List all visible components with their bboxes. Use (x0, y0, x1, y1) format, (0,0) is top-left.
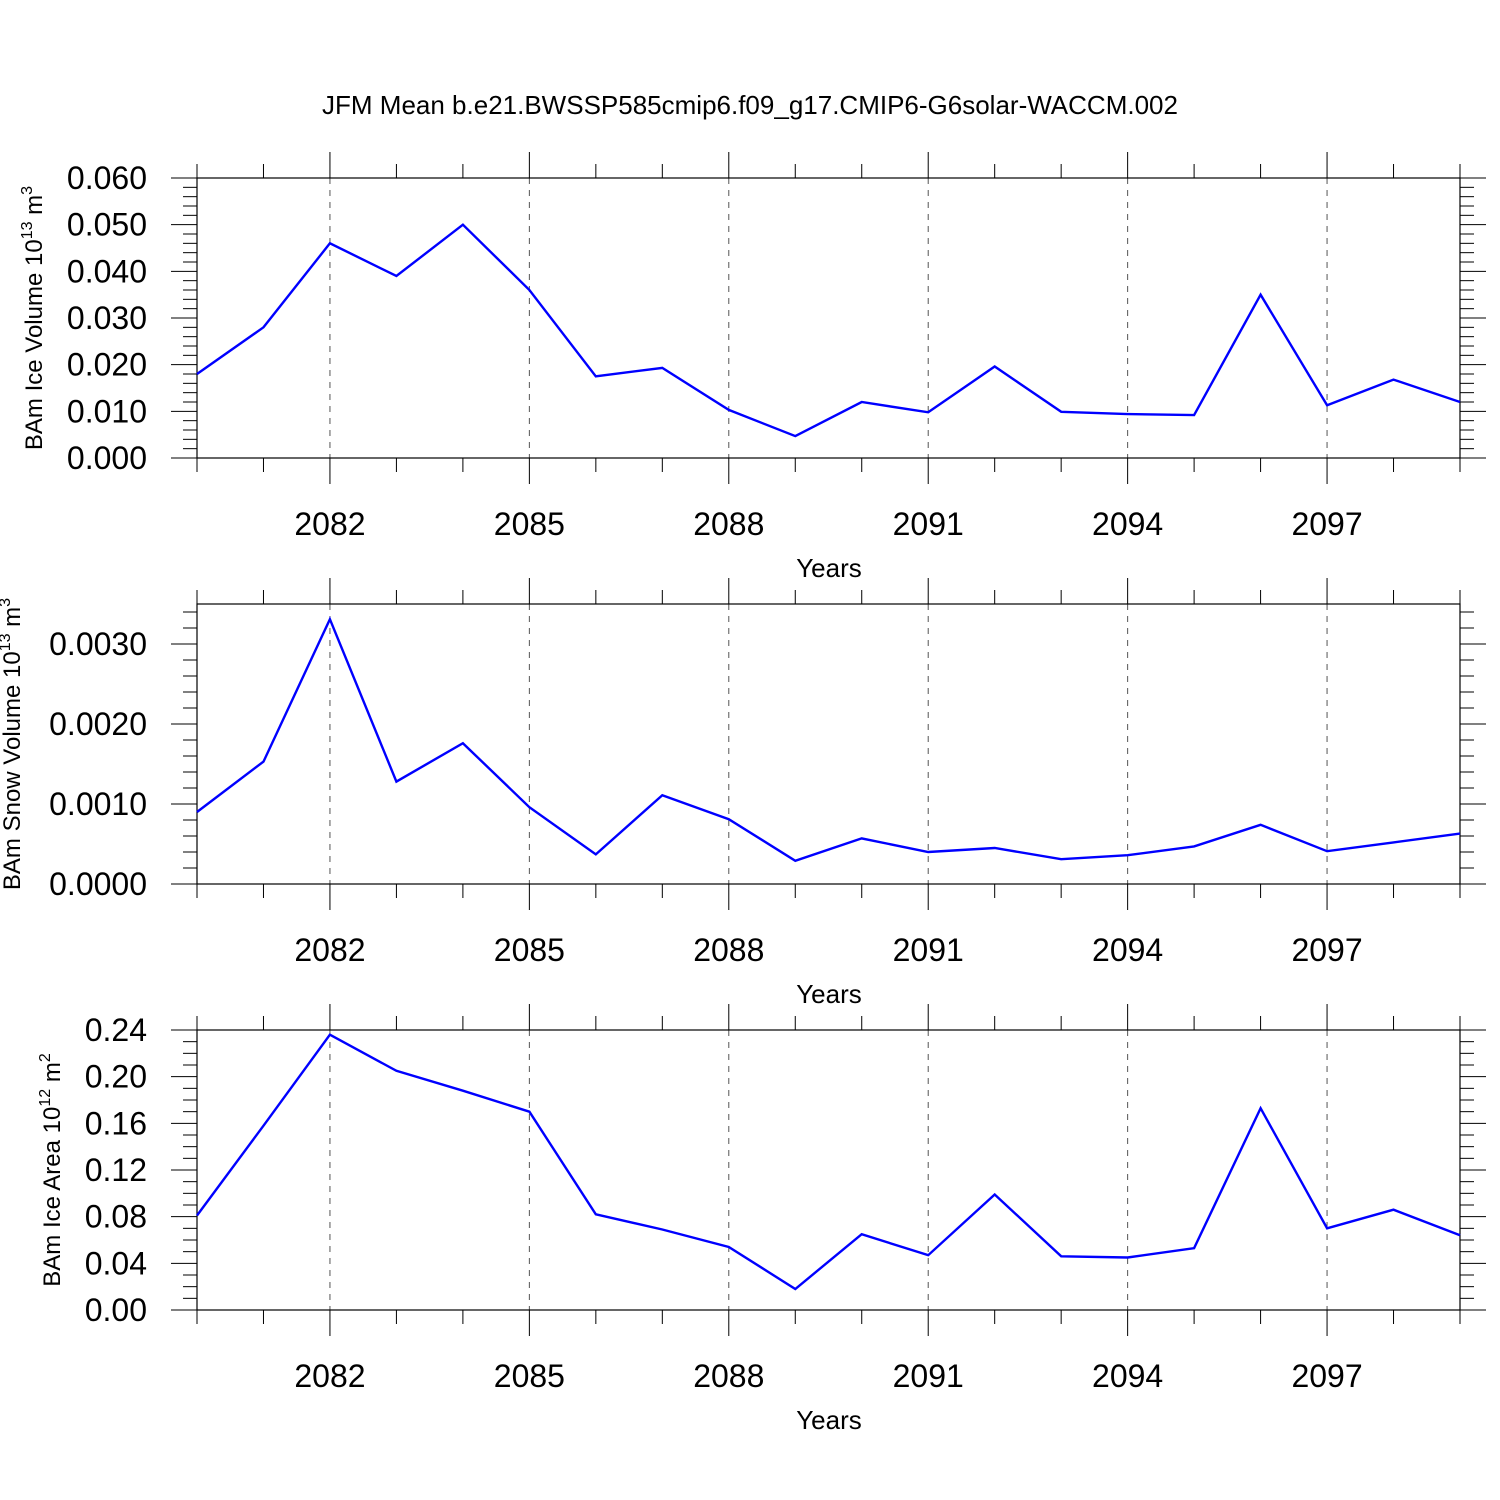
data-series-line (196, 1033, 1461, 1291)
x-tick-label: 2088 (693, 1358, 764, 1394)
y-tick-label: 0.040 (67, 253, 147, 289)
y-tick-label: 0.010 (67, 393, 147, 429)
x-tick-label: 2082 (294, 1358, 365, 1394)
y-tick-label: 0.00 (85, 1292, 147, 1328)
x-tick-label: 2082 (294, 506, 365, 542)
plot-frame (196, 603, 1461, 885)
x-tick-label: 2082 (294, 932, 365, 968)
x-tick-label: 2091 (893, 1358, 964, 1394)
x-tick-label: 2091 (893, 932, 964, 968)
y-tick-label: 0.0020 (49, 706, 147, 742)
x-tick-label: 2088 (693, 932, 764, 968)
x-tick-label: 2091 (893, 506, 964, 542)
x-axis-label: Years (796, 1405, 862, 1435)
y-tick-label: 0.050 (67, 207, 147, 243)
x-tick-label: 2085 (494, 506, 565, 542)
y-tick-label: 0.04 (85, 1245, 147, 1281)
data-series-line (196, 223, 1461, 438)
plot-frame (196, 1029, 1461, 1311)
y-axis-label: BAm Snow Volume 1013 m3 (0, 598, 26, 890)
y-tick-label: 0.16 (85, 1105, 147, 1141)
y-tick-label: 0.12 (85, 1152, 147, 1188)
x-tick-label: 2094 (1092, 506, 1163, 542)
y-tick-label: 0.0000 (49, 866, 147, 902)
y-tick-label: 0.0010 (49, 786, 147, 822)
x-tick-label: 2085 (494, 932, 565, 968)
y-tick-label: 0.08 (85, 1199, 147, 1235)
x-tick-label: 2097 (1291, 1358, 1362, 1394)
x-axis-label: Years (796, 553, 862, 583)
y-tick-label: 0.24 (85, 1012, 147, 1048)
x-axis-label: Years (796, 979, 862, 1009)
data-series-line (196, 616, 1461, 863)
y-axis-label: BAm Ice Volume 1013 m3 (19, 186, 48, 450)
y-tick-label: 0.0030 (49, 626, 147, 662)
y-tick-label: 0.020 (67, 347, 147, 383)
panel-3: 2082 2085 2088 2091 2094 2097 Years 0.00 0.04 0.0… (37, 1004, 1486, 1435)
plot-frame (196, 177, 1461, 459)
panel-1: 2082 2085 2088 2091 2094 2097 Years 0.000 0.010 0… (19, 152, 1486, 583)
y-tick-label: 0.20 (85, 1059, 147, 1095)
x-tick-label: 2085 (494, 1358, 565, 1394)
y-tick-label: 0.000 (67, 440, 147, 476)
x-tick-label: 2097 (1291, 506, 1362, 542)
panel-2: 2082 2085 2088 2091 2094 2097 Years 0.0000 0.001… (0, 578, 1486, 1009)
x-tick-label: 2094 (1092, 932, 1163, 968)
figure-title: JFM Mean b.e21.BWSSP585cmip6.f09_g17.CMI… (322, 90, 1178, 120)
x-tick-label: 2088 (693, 506, 764, 542)
y-axis-label: BAm Ice Area 1012 m2 (37, 1053, 66, 1287)
y-tick-label: 0.030 (67, 300, 147, 336)
y-tick-label: 0.060 (67, 160, 147, 196)
panels: 2082 2085 2088 2091 2094 2097 Years 0.000 0.010 0… (0, 152, 1486, 1435)
x-tick-label: 2097 (1291, 932, 1362, 968)
x-tick-label: 2094 (1092, 1358, 1163, 1394)
